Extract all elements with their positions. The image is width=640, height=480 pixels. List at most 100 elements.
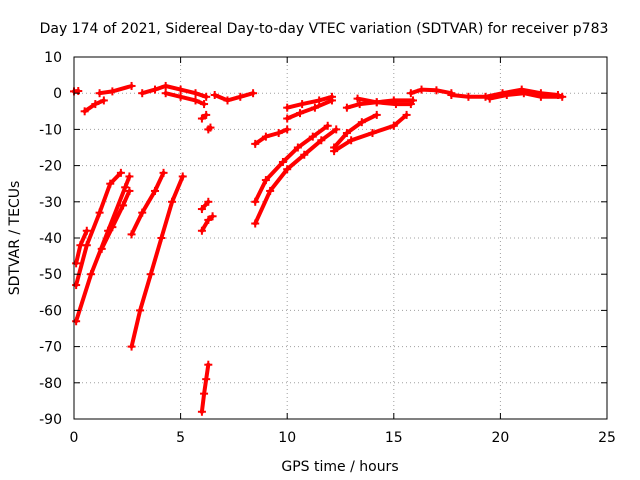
data-point <box>223 96 232 105</box>
data-point <box>151 85 160 94</box>
data-series-seg5 <box>161 89 209 109</box>
data-point <box>119 201 128 210</box>
x-tick-label: 25 <box>598 430 616 446</box>
data-point <box>417 85 426 94</box>
data-series-seg29 <box>485 89 567 103</box>
data-point <box>278 157 287 166</box>
y-tick-label: -10 <box>39 122 62 138</box>
series-line <box>129 174 185 349</box>
data-point <box>251 219 260 228</box>
series-line <box>253 123 330 204</box>
data-point <box>72 317 81 326</box>
data-point <box>157 234 166 242</box>
y-tick-label: -50 <box>39 267 62 283</box>
data-layer <box>70 81 567 416</box>
data-point <box>274 129 283 138</box>
data-point <box>251 139 260 148</box>
data-point <box>82 241 91 250</box>
data-point <box>125 186 134 195</box>
y-tick-label: 10 <box>44 50 62 66</box>
y-tick-label: -90 <box>39 412 62 428</box>
series-line <box>253 127 339 226</box>
data-point <box>447 91 456 100</box>
data-point <box>200 389 209 398</box>
data-series-seg3 <box>95 81 136 98</box>
data-point <box>204 197 213 206</box>
data-point <box>91 100 100 109</box>
data-point <box>202 375 211 384</box>
y-tick-label: -70 <box>39 340 62 356</box>
data-point <box>342 103 351 112</box>
x-tick-label: 10 <box>278 430 296 446</box>
data-point <box>176 85 185 94</box>
data-point <box>347 136 356 145</box>
y-tick-label: -80 <box>39 376 62 392</box>
data-series-seg21 <box>283 92 336 112</box>
data-point <box>72 259 81 268</box>
data-series-seg7 <box>72 226 91 268</box>
data-series-seg12 <box>127 172 187 351</box>
data-point <box>249 89 258 98</box>
data-point <box>293 143 302 152</box>
data-point <box>300 150 309 159</box>
data-point <box>251 197 260 206</box>
data-point <box>178 172 187 181</box>
series-line <box>355 96 413 107</box>
data-point <box>121 183 130 192</box>
data-point <box>116 168 125 177</box>
data-point <box>146 270 155 279</box>
data-point <box>295 109 304 118</box>
data-point <box>80 107 89 116</box>
data-point <box>197 114 206 123</box>
data-point <box>208 212 217 221</box>
x-axis-label: GPS time / hours <box>281 459 398 475</box>
data-point <box>191 96 200 105</box>
data-series-seg20 <box>251 125 341 228</box>
data-point <box>202 110 211 119</box>
data-point <box>283 103 292 112</box>
data-point <box>391 100 400 109</box>
data-point <box>481 92 490 101</box>
data-point <box>266 186 275 195</box>
tick-layer: 0 5 10 15 20 25 10 0 -10 -20 -30 -40 -50 -60 -70 -80 -90 <box>39 50 616 446</box>
data-point <box>236 92 245 101</box>
data-point <box>432 86 441 95</box>
data-point <box>332 125 341 134</box>
series-line <box>285 94 334 110</box>
data-point <box>161 89 170 98</box>
data-point <box>317 136 326 145</box>
data-point <box>108 223 117 232</box>
data-series-seg26 <box>353 94 415 109</box>
plot-frame <box>73 56 608 420</box>
data-point <box>485 94 494 103</box>
data-point <box>283 114 292 123</box>
data-point <box>406 100 415 109</box>
data-point <box>402 110 411 119</box>
data-series-seg16 <box>204 123 215 134</box>
data-point <box>310 103 319 112</box>
data-series-seg19 <box>251 121 332 206</box>
y-tick-label: -60 <box>39 303 62 319</box>
data-point <box>151 186 160 195</box>
y-tick-label: -30 <box>39 195 62 211</box>
series-line <box>212 91 256 103</box>
data-point <box>138 89 147 98</box>
data-point <box>330 147 339 156</box>
data-series-seg6 <box>210 89 258 105</box>
data-point <box>502 91 511 100</box>
data-point <box>323 121 332 130</box>
y-axis-label: SDTVAR / TECUs <box>7 181 23 296</box>
data-point <box>136 306 145 315</box>
data-point <box>283 165 292 174</box>
data-point <box>138 208 147 217</box>
data-point <box>97 244 106 253</box>
data-point <box>353 94 362 103</box>
data-point <box>108 87 117 96</box>
data-series-seg4 <box>138 81 211 101</box>
data-point <box>210 91 219 100</box>
data-point <box>372 110 381 119</box>
data-point <box>127 230 136 239</box>
chart-title: Day 174 of 2021, Sidereal Day-to-day VTE… <box>40 21 609 37</box>
data-point <box>202 92 211 101</box>
series-line <box>253 127 290 146</box>
